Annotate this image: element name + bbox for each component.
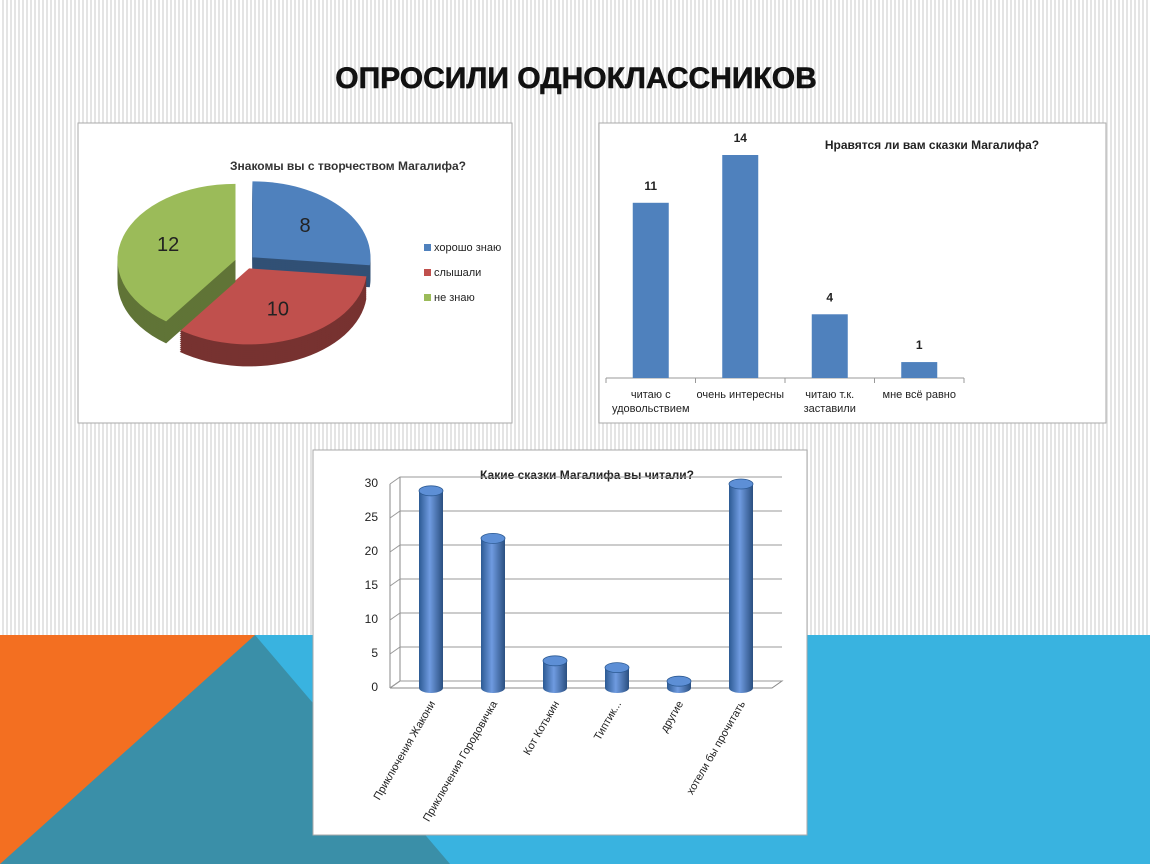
x-tick-label-text: мне всё равно	[882, 389, 956, 401]
x-tick-label-text: читаю с удовольствием	[611, 389, 690, 415]
bar-cap	[418, 485, 444, 497]
y-tick-label: 15	[365, 578, 379, 592]
chart-title: Нравятся ли вам сказки Магалифа?	[825, 138, 1039, 152]
bar-body	[543, 660, 567, 693]
y-tick-label: 10	[365, 612, 379, 626]
bar-body	[419, 490, 443, 693]
bar	[901, 362, 938, 378]
grid-line	[389, 680, 782, 689]
legend-label: слышали	[434, 267, 481, 279]
bar-body	[605, 667, 629, 693]
bar-cap	[542, 655, 568, 667]
y-tick-label: 5	[371, 646, 378, 660]
chart-title: Какие сказки Магалифа вы читали?	[480, 468, 694, 482]
y-tick-label: 20	[365, 544, 379, 558]
legend-swatch	[424, 244, 431, 251]
grid-line	[389, 646, 782, 655]
legend-label: не знаю	[434, 292, 475, 304]
bar-body	[481, 538, 505, 693]
x-tick-label-text: очень интересны	[696, 389, 785, 401]
data-label: 8	[299, 215, 310, 237]
legend-swatch	[424, 294, 431, 301]
bar-cap	[666, 675, 692, 687]
legend-swatch	[424, 269, 431, 276]
pie-slice	[117, 183, 236, 344]
bar	[722, 155, 759, 378]
bar	[542, 655, 568, 693]
y-tick-label: 0	[371, 680, 378, 694]
grid-line	[389, 510, 782, 519]
slide-title: ОПРОСИЛИ ОДНОКЛАССНИКОВ	[335, 62, 816, 95]
data-label: 14	[734, 131, 748, 145]
y-tick-label: 25	[365, 510, 379, 524]
grid-line	[389, 476, 782, 485]
data-label: 10	[267, 298, 289, 320]
bar	[480, 533, 506, 693]
x-tick-label: читаю т.к. заставили	[803, 389, 856, 415]
data-label: 4	[826, 290, 833, 304]
band-orange	[0, 635, 255, 864]
bar-cap	[728, 478, 754, 490]
pie-slice	[179, 268, 367, 367]
x-tick-label: мне всё равно	[882, 389, 956, 401]
y-tick-label: 30	[365, 476, 379, 490]
bar-cap	[480, 533, 506, 544]
data-label: 12	[157, 234, 179, 256]
bar	[811, 314, 848, 378]
data-label: 1	[916, 338, 923, 352]
pie-slice-top	[252, 181, 371, 266]
grid-line	[389, 578, 782, 587]
bar	[632, 202, 669, 378]
bar	[418, 485, 444, 693]
chart-title: Знакомы вы с творчеством Магалифа?	[230, 159, 466, 173]
x-tick-label-text: читаю т.к. заставили	[803, 389, 856, 415]
x-tick-label: очень интересны	[696, 389, 785, 401]
chart-frame	[598, 122, 1107, 424]
pie-slice-top	[117, 183, 236, 322]
grid-line	[389, 544, 782, 553]
bar-body	[729, 484, 753, 693]
pie-slice-top	[179, 268, 367, 345]
pie-slice	[252, 181, 371, 288]
bar	[604, 662, 630, 693]
bar	[666, 675, 692, 693]
data-label: 11	[644, 179, 657, 193]
x-tick-label: читаю с удовольствием	[611, 389, 690, 415]
grid-line	[389, 612, 782, 621]
bar	[728, 478, 754, 693]
legend-label: хорошо знаю	[434, 242, 501, 254]
bar-cap	[604, 662, 630, 673]
